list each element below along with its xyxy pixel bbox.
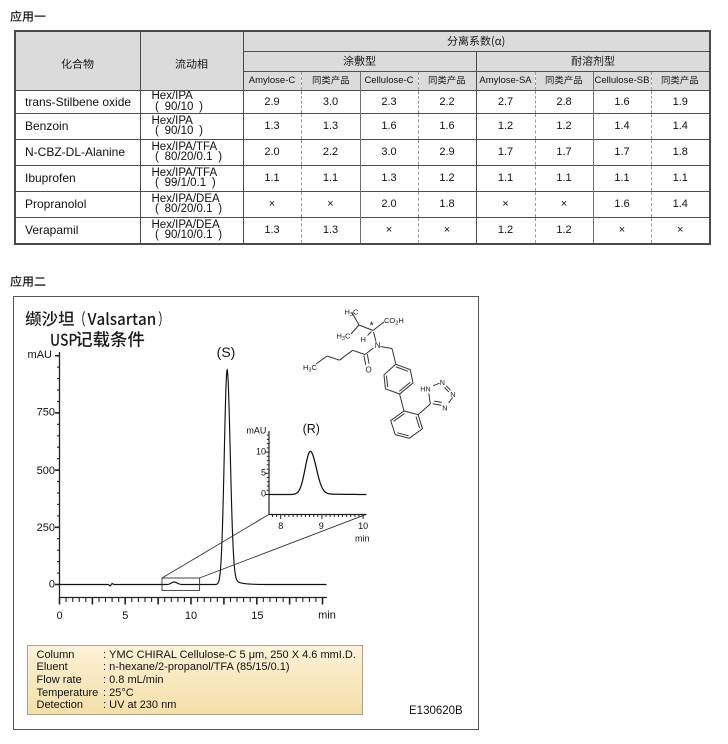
svg-text:N: N — [440, 378, 445, 387]
svg-text:N: N — [450, 390, 455, 399]
svg-text:9: 9 — [319, 521, 324, 531]
svg-text:15: 15 — [251, 610, 263, 622]
svg-text:H3C: H3C — [337, 332, 351, 343]
svg-text:5: 5 — [261, 467, 266, 477]
svg-text:10: 10 — [256, 446, 266, 456]
svg-text:250: 250 — [37, 522, 55, 534]
svg-text:HN: HN — [420, 385, 430, 394]
svg-text:O: O — [366, 366, 372, 375]
svg-text:0: 0 — [261, 489, 266, 499]
svg-text:(S): (S) — [217, 344, 236, 360]
svg-text:0: 0 — [49, 579, 55, 591]
svg-text:N: N — [442, 404, 447, 413]
svg-text:min: min — [355, 534, 370, 544]
svg-text:CO2H: CO2H — [384, 316, 404, 327]
svg-text:10: 10 — [358, 521, 368, 531]
svg-text:H: H — [361, 335, 366, 344]
svg-text:N: N — [375, 341, 381, 350]
svg-text:10: 10 — [185, 610, 197, 622]
svg-text:mAU: mAU — [246, 426, 266, 436]
svg-text:*: * — [370, 320, 375, 332]
svg-text:min: min — [318, 610, 336, 622]
svg-text:750: 750 — [37, 407, 55, 419]
svg-text:0: 0 — [56, 610, 62, 622]
svg-text:8: 8 — [278, 521, 283, 531]
svg-text:500: 500 — [37, 465, 55, 477]
svg-text:H3C: H3C — [303, 363, 317, 374]
svg-text:mAU: mAU — [28, 349, 53, 361]
svg-text:5: 5 — [122, 610, 128, 622]
svg-text:H3C: H3C — [345, 308, 359, 319]
svg-text:(R): (R) — [303, 422, 320, 436]
